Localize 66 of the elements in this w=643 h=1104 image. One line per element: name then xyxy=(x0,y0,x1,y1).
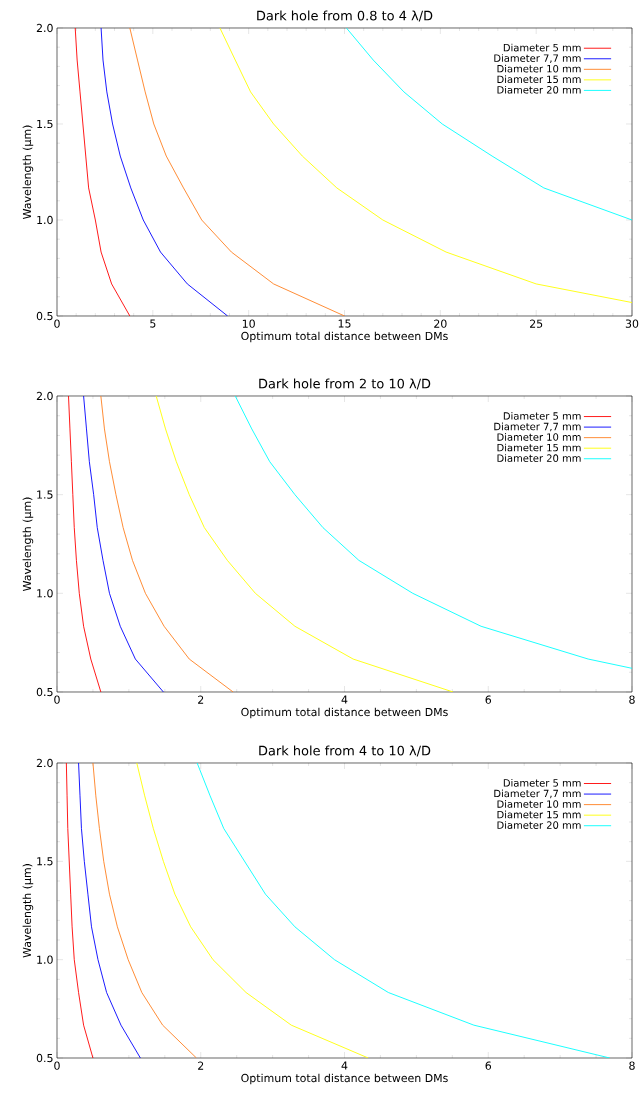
legend-label: Diameter 5 mm xyxy=(503,778,581,787)
legend-label: Diameter 20 mm xyxy=(497,85,581,94)
x-tick-label: 25 xyxy=(530,319,543,328)
y-tick-label: 0.5 xyxy=(36,311,53,321)
legend-label: Diameter 10 mm xyxy=(497,800,581,808)
x-axis-title: Optimum total distance between DMs xyxy=(241,1073,448,1085)
x-tick-label: 2 xyxy=(198,695,204,704)
y-tick-label: 2.0 xyxy=(36,391,53,401)
x-tick-label: 5 xyxy=(150,319,156,328)
x-tick-label: 0 xyxy=(54,1061,60,1070)
y-tick-label: 1.0 xyxy=(37,215,53,225)
legend-label: Diameter 15 mm xyxy=(497,810,581,819)
line-series xyxy=(219,27,632,303)
legend-label: Diameter 7,7 mm xyxy=(494,54,581,63)
x-tick-label: 2 xyxy=(198,1061,204,1070)
x-tick-label: 8 xyxy=(629,695,635,704)
legend-label: Diameter 5 mm xyxy=(503,412,581,420)
legend-label: Diameter 15 mm xyxy=(497,443,581,452)
line-series xyxy=(155,395,454,692)
x-tick-label: 30 xyxy=(625,319,639,328)
chart-title: Dark hole from 4 to 10 λ/D xyxy=(259,745,431,757)
chart-title: Dark hole from 0.8 to 4 λ/D xyxy=(257,10,433,22)
y-axis-title: Wavelength (μm) xyxy=(22,864,34,958)
x-tick-label: 4 xyxy=(341,695,348,704)
y-tick-label: 1.0 xyxy=(37,955,53,964)
y-tick-label: 1.0 xyxy=(37,589,53,598)
line-series xyxy=(345,27,632,221)
legend-label: Diameter 10 mm xyxy=(497,64,581,73)
x-tick-label: 15 xyxy=(338,319,351,328)
line-series xyxy=(78,763,141,1058)
legend-label: Diameter 15 mm xyxy=(497,75,581,84)
line-series xyxy=(68,395,102,692)
line-series xyxy=(100,27,229,316)
x-tick-label: 20 xyxy=(434,319,447,328)
y-tick-label: 1.5 xyxy=(37,119,53,129)
y-tick-label: 0.5 xyxy=(36,687,53,697)
x-tick-label: 0 xyxy=(54,319,60,328)
legend-label: Diameter 20 mm xyxy=(497,454,581,462)
y-tick-label: 1.5 xyxy=(37,490,53,499)
x-tick-label: 8 xyxy=(629,1061,635,1070)
legend-label: Diameter 5 mm xyxy=(503,43,581,52)
legend-label: Diameter 20 mm xyxy=(497,821,581,829)
line-series xyxy=(74,27,131,316)
y-tick-label: 1.5 xyxy=(37,857,53,866)
x-tick-label: 10 xyxy=(242,319,255,328)
y-tick-label: 0.5 xyxy=(36,1053,53,1063)
x-axis-title: Optimum total distance between DMs xyxy=(241,331,448,343)
y-axis-title: Wavelength (μm) xyxy=(22,497,34,591)
legend-label: Diameter 7,7 mm xyxy=(494,422,581,432)
y-axis-title: Wavelength (μm) xyxy=(22,125,34,219)
legend-label: Diameter 10 mm xyxy=(497,433,581,441)
x-tick-label: 6 xyxy=(485,1061,492,1070)
line-series xyxy=(234,395,632,669)
x-tick-label: 0 xyxy=(54,695,60,704)
chart-title: Dark hole from 2 to 10 λ/D xyxy=(259,378,431,390)
line-series xyxy=(129,27,345,316)
line-series xyxy=(92,763,197,1058)
x-tick-label: 4 xyxy=(341,1061,348,1070)
x-tick-label: 6 xyxy=(485,695,492,704)
x-axis-title: Optimum total distance between DMs xyxy=(241,707,448,719)
y-tick-label: 2.0 xyxy=(36,758,53,768)
line-series xyxy=(136,763,369,1058)
legend-label: Diameter 7,7 mm xyxy=(494,789,581,799)
line-series xyxy=(83,395,164,692)
line-series xyxy=(100,395,234,692)
y-tick-label: 2.0 xyxy=(36,23,53,33)
